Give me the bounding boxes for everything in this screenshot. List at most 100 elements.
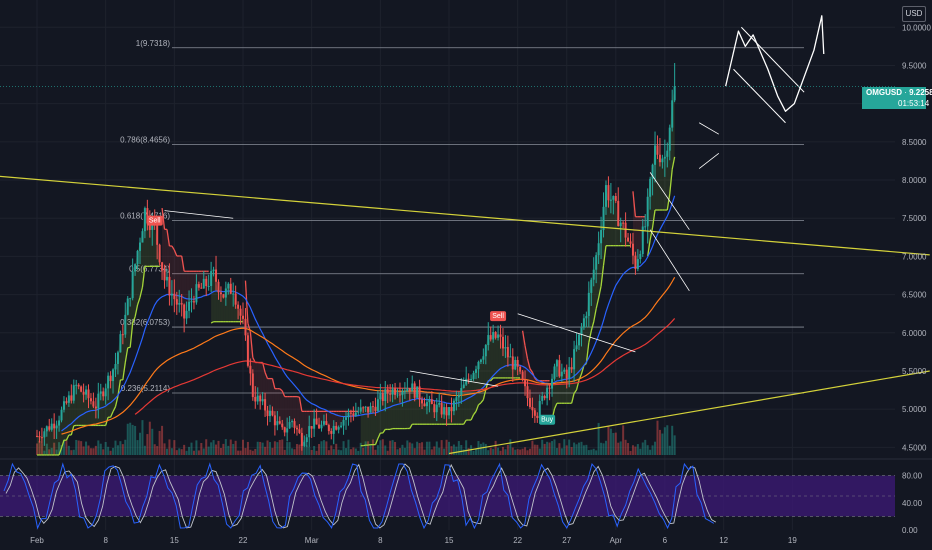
supertrend-fill [309,411,312,429]
signal-badge [539,414,556,425]
volume-bar [531,440,534,455]
supertrend-fill [262,362,266,411]
signal-sell: Sell [146,215,163,226]
candle-body [560,371,563,377]
candle-body [538,400,541,419]
candle-body [170,293,173,296]
volume-bar [521,448,524,455]
volume-bar [271,447,274,455]
candle-body [636,259,639,269]
x-tick-label: Feb [30,536,44,545]
supertrend-fill [296,396,300,433]
supertrend-fill [422,403,425,425]
fib-level-label: 0.382(6.0753) [120,318,170,327]
volume-bar [600,442,603,455]
volume-bar [254,448,257,455]
candle-body [470,378,473,380]
candle-body [570,367,573,370]
supertrend-fill [341,411,344,426]
volume-bar [121,444,124,455]
candle-body [673,86,676,101]
supertrend-fill [319,411,322,429]
volume-bar [75,439,78,455]
candle-body [278,421,281,424]
volume-bar [330,445,333,455]
supertrend-segment [281,390,286,397]
candle-body [590,279,593,293]
volume-bar [283,449,286,455]
candle-body [229,283,232,294]
candle-body [70,395,73,401]
supertrend-fill [407,388,410,429]
volume-bar [332,449,335,455]
volume-bar [165,448,168,455]
candle-body [443,407,446,415]
candle-body [423,403,426,407]
candle-body [212,269,215,272]
supertrend-segment [480,399,484,404]
supertrend-segment [475,404,480,412]
candle-body [391,388,394,395]
candle-body [232,293,235,295]
candle-body [612,196,615,200]
candle-body [416,386,419,398]
supertrend-fill [659,158,663,211]
candle-body [448,407,451,416]
supertrend-fill [83,389,87,426]
supertrend-segment [526,358,531,369]
candle-body [116,352,119,364]
supertrend-segment [161,207,166,230]
volume-bar [548,442,551,455]
candle-body [497,334,500,338]
stoch-rsi-pane [0,458,932,530]
candle-body [460,388,463,395]
supertrend-fill [372,406,376,445]
supertrend-fill [387,393,391,430]
candle-body [102,391,105,397]
supertrend-fill [488,335,491,381]
volume-bar [173,440,176,455]
candle-body [536,415,539,419]
candle-body [641,226,644,255]
volume-bar [646,445,649,455]
volume-bar [634,446,637,455]
volume-bar [506,444,509,455]
candle-body [175,299,178,305]
forecast-drawing[interactable] [725,15,825,124]
supertrend-fill [277,388,280,424]
volume-bar [362,447,365,455]
volume-bar [484,443,487,455]
supertrend-fill [365,406,369,446]
volume-bar [526,450,529,455]
currency-badge[interactable]: USD [902,6,926,22]
trendlines[interactable] [0,122,930,455]
volume-bar [141,420,144,455]
supertrend-fill [257,362,261,402]
candle-body [129,298,132,300]
candle-body [403,390,406,392]
candle-body [352,413,355,416]
x-tick-label: 6 [663,536,668,545]
candle-body [430,399,433,405]
volume-bar [673,435,676,455]
candle-body [582,318,585,328]
volume-bar [460,444,463,455]
candle-body [438,402,441,405]
supertrend-fill [100,391,104,426]
volume-bar [371,439,374,455]
volume-bar [180,449,183,455]
volume-bar [318,444,321,455]
supertrend-fill [510,356,513,378]
candle-body [94,406,97,409]
supertrend-segment [470,414,475,421]
volume-bar [293,449,296,455]
supertrend-segment [171,245,175,251]
supertrend-fill [368,406,371,446]
signal-badge [146,215,163,226]
volume-bar [636,444,639,455]
supertrend-segment [60,440,65,449]
supertrend-fill [642,216,646,227]
candle-body [266,410,269,417]
volume-bar [619,441,622,455]
